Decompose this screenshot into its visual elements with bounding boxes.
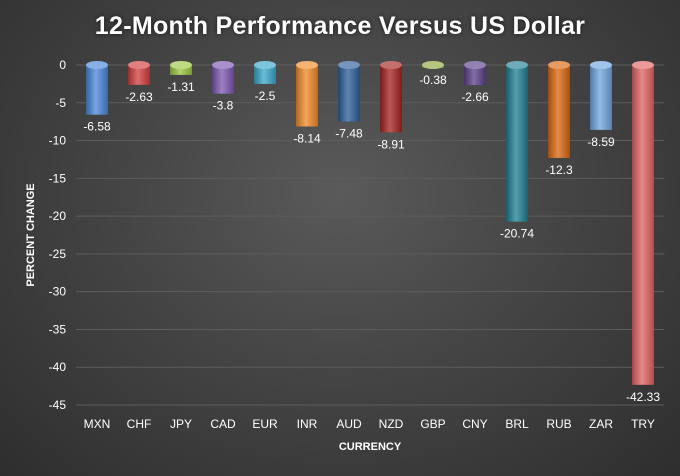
chart-title: 12-Month Performance Versus US Dollar (94, 12, 586, 40)
bar (170, 65, 192, 75)
data-label: -20.74 (500, 227, 534, 241)
data-label: -6.58 (83, 120, 111, 134)
data-label: -8.14 (293, 132, 321, 146)
x-category-label: INR (297, 417, 318, 431)
bar-cap (548, 61, 570, 69)
x-category-label: MXN (84, 417, 111, 431)
y-axis-ticks: 0 -5 -10 -15 -20 -25 -30 -35 -40 -45 (49, 58, 67, 412)
bar (506, 65, 528, 222)
bar-cap (338, 61, 360, 69)
bar (212, 65, 234, 94)
x-category-label: EUR (252, 417, 278, 431)
bar (464, 65, 486, 86)
bar-cap (86, 61, 108, 69)
bar (296, 65, 318, 127)
x-category-label: TRY (631, 417, 655, 431)
y-tick-label: 0 (59, 58, 66, 72)
data-label: -2.5 (255, 89, 276, 103)
bar-cap (380, 61, 402, 69)
y-tick-label: -30 (49, 285, 67, 299)
y-tick-label: -25 (49, 247, 67, 261)
x-category-label: CNY (462, 417, 487, 431)
data-label: -3.8 (213, 99, 234, 113)
data-label: -0.38 (419, 73, 447, 87)
data-label: -12.3 (545, 163, 573, 177)
bar-cap (632, 61, 654, 69)
bar (128, 65, 150, 85)
data-label: -7.48 (335, 127, 363, 141)
x-category-label: AUD (336, 417, 362, 431)
x-category-label: NZD (379, 417, 404, 431)
bar (254, 65, 276, 84)
bar (86, 65, 108, 115)
bar-cap (590, 61, 612, 69)
y-tick-label: -5 (55, 96, 66, 110)
y-tick-label: -40 (49, 360, 67, 374)
bar-cap (506, 61, 528, 69)
data-label: -8.59 (587, 135, 615, 149)
x-category-label: ZAR (589, 417, 613, 431)
x-category-label: CAD (210, 417, 236, 431)
bar-cap (212, 61, 234, 69)
bar-cap (170, 61, 192, 69)
bar (590, 65, 612, 130)
y-tick-label: -15 (49, 171, 67, 185)
y-tick-label: -20 (49, 209, 67, 223)
data-label: -2.63 (125, 90, 153, 104)
bars (86, 61, 654, 385)
y-axis-title: PERCENT CHANGE (25, 183, 37, 286)
y-tick-label: -10 (49, 134, 67, 148)
x-category-label: RUB (546, 417, 571, 431)
bar-cap (128, 61, 150, 69)
y-tick-label: -35 (49, 322, 67, 336)
x-axis-categories: MXN CHF JPY CAD EUR INR AUD NZD GBP CNY BRL RUB ZAR T… (84, 417, 655, 431)
data-labels: -6.58 -2.63 -1.31 -3.8 -2.5 -8.14 -7.48 -8.91 -0… (83, 73, 660, 404)
data-label: -2.66 (461, 90, 489, 104)
bar-cap (464, 61, 486, 69)
gridlines (76, 64, 664, 406)
bar-cap (254, 61, 276, 69)
x-category-label: JPY (170, 417, 192, 431)
data-label: -42.33 (626, 390, 660, 404)
bar-cap (296, 61, 318, 69)
y-tick-label: -45 (49, 398, 67, 412)
data-label: -1.31 (167, 80, 195, 94)
bar (632, 65, 654, 385)
x-category-label: CHF (127, 417, 152, 431)
x-category-label: GBP (420, 417, 445, 431)
x-category-label: BRL (505, 417, 529, 431)
bar (338, 65, 360, 122)
bar (380, 65, 402, 133)
data-label: -8.91 (377, 137, 405, 151)
bar (548, 65, 570, 158)
bar-cap (422, 61, 444, 69)
x-axis-title: CURRENCY (339, 441, 402, 453)
